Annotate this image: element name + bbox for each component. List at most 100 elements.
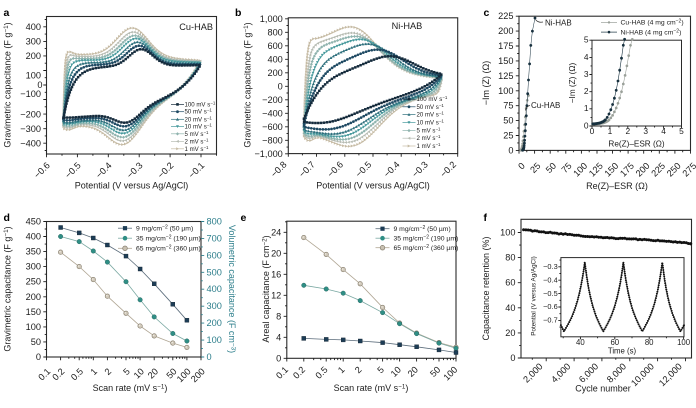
- svg-text:175: 175: [498, 41, 513, 51]
- svg-text:Ni-HAB: Ni-HAB: [545, 19, 572, 28]
- svg-text:−200: −200: [20, 109, 41, 119]
- svg-text:300: 300: [26, 262, 41, 272]
- svg-text:0: 0: [278, 82, 283, 92]
- svg-text:9 mg/cm−2 (50 µm): 9 mg/cm−2 (50 µm): [394, 225, 451, 233]
- svg-text:5: 5: [121, 366, 132, 377]
- svg-text:2 mV s−1: 2 mV s−1: [185, 137, 210, 145]
- svg-text:200: 200: [26, 51, 41, 61]
- svg-text:100: 100: [26, 322, 41, 332]
- svg-text:25: 25: [503, 131, 513, 141]
- svg-text:65 mg/cm−2 (360 µm): 65 mg/cm−2 (360 µm): [394, 244, 459, 252]
- svg-text:75: 75: [503, 101, 513, 111]
- svg-text:350: 350: [26, 247, 41, 257]
- svg-text:700: 700: [207, 233, 222, 243]
- svg-text:−Im (Z) (Ω): −Im (Z) (Ω): [481, 61, 491, 105]
- svg-text:500: 500: [207, 267, 222, 277]
- svg-text:100 mV s−1: 100 mV s−1: [185, 100, 216, 108]
- svg-text:2: 2: [625, 126, 630, 136]
- svg-text:1: 1: [584, 103, 589, 113]
- svg-text:2: 2: [584, 86, 589, 96]
- svg-text:16: 16: [271, 269, 281, 279]
- svg-text:800: 800: [267, 28, 282, 38]
- svg-text:Time (s): Time (s): [608, 347, 637, 356]
- svg-text:Re(Z)–ESR (Ω): Re(Z)–ESR (Ω): [586, 181, 648, 191]
- svg-text:−800: −800: [262, 136, 283, 146]
- svg-text:80: 80: [505, 253, 515, 263]
- svg-text:−100: −100: [20, 89, 41, 99]
- svg-text:400: 400: [267, 55, 282, 65]
- svg-text:4: 4: [584, 52, 589, 62]
- svg-text:−200: −200: [262, 95, 283, 105]
- svg-text:100: 100: [677, 338, 691, 347]
- svg-text:5: 5: [584, 35, 589, 45]
- svg-text:Cycle number: Cycle number: [575, 384, 631, 394]
- svg-text:−0.7: −0.7: [543, 316, 558, 325]
- svg-text:9 mg/cm−2 (50 µm): 9 mg/cm−2 (50 µm): [136, 224, 193, 232]
- svg-text:5: 5: [679, 126, 684, 136]
- svg-text:20: 20: [505, 328, 515, 338]
- svg-text:300: 300: [207, 301, 222, 311]
- svg-text:10 mV s−1: 10 mV s−1: [417, 119, 445, 127]
- svg-text:40: 40: [576, 338, 585, 347]
- svg-text:200: 200: [267, 68, 282, 78]
- svg-text:225: 225: [498, 11, 513, 21]
- svg-text:Re(Z)–ESR (Ω): Re(Z)–ESR (Ω): [608, 140, 664, 149]
- svg-text:0: 0: [516, 161, 527, 172]
- svg-text:Gravimetric capacitance (F g−1: Gravimetric capacitance (F g−1): [3, 226, 13, 351]
- svg-text:2: 2: [103, 366, 114, 377]
- svg-text:125: 125: [498, 71, 513, 81]
- svg-text:800: 800: [207, 217, 222, 227]
- svg-text:40: 40: [505, 303, 515, 313]
- svg-text:−0.4: −0.4: [543, 275, 558, 284]
- svg-text:1: 1: [89, 366, 100, 377]
- svg-text:3: 3: [643, 126, 648, 136]
- svg-text:35 mg/cm−2 (190 µm): 35 mg/cm−2 (190 µm): [394, 234, 459, 242]
- svg-text:Scan rate (mV s−1): Scan rate (mV s−1): [334, 383, 409, 393]
- svg-text:−0.6: −0.6: [543, 302, 558, 311]
- svg-text:300: 300: [26, 37, 41, 47]
- svg-text:200: 200: [207, 318, 222, 328]
- svg-text:c: c: [484, 7, 490, 19]
- svg-text:e: e: [241, 212, 247, 224]
- svg-text:0: 0: [36, 352, 41, 362]
- svg-text:8: 8: [276, 311, 281, 321]
- svg-text:450: 450: [26, 217, 41, 227]
- svg-text:60: 60: [505, 278, 515, 288]
- svg-text:600: 600: [207, 250, 222, 260]
- svg-text:150: 150: [498, 56, 513, 66]
- svg-text:Cu-HAB (4 mg cm−2): Cu-HAB (4 mg cm−2): [621, 19, 684, 27]
- svg-text:400: 400: [207, 284, 222, 294]
- svg-text:400: 400: [26, 232, 41, 242]
- svg-text:b: b: [235, 7, 241, 19]
- svg-text:5 mV s−1: 5 mV s−1: [417, 127, 442, 135]
- svg-text:250: 250: [26, 277, 41, 287]
- svg-text:1: 1: [608, 126, 613, 136]
- svg-text:Ni-HAB (4 mg cm−2): Ni-HAB (4 mg cm−2): [621, 28, 682, 36]
- svg-text:1 mV s−1: 1 mV s−1: [417, 142, 442, 150]
- svg-text:a: a: [4, 7, 10, 19]
- svg-text:2: 2: [353, 365, 364, 376]
- svg-text:Volumetric capacitance (F cm−3: Volumetric capacitance (F cm−3): [227, 225, 237, 353]
- svg-text:Ni-HAB: Ni-HAB: [392, 21, 423, 31]
- svg-text:100: 100: [500, 228, 515, 238]
- svg-text:−1,000: −1,000: [254, 149, 282, 159]
- svg-text:50: 50: [503, 116, 513, 126]
- svg-text:5 mV s−1: 5 mV s−1: [185, 130, 210, 138]
- svg-text:−0.3: −0.3: [543, 262, 558, 271]
- svg-text:2 mV s−1: 2 mV s−1: [417, 134, 442, 142]
- svg-text:20: 20: [271, 248, 281, 258]
- svg-text:−400: −400: [262, 109, 283, 119]
- svg-text:f: f: [484, 212, 488, 224]
- svg-text:Gravimetric capacitance (F g−1: Gravimetric capacitance (F g−1): [243, 22, 253, 147]
- svg-text:d: d: [4, 212, 10, 224]
- svg-text:200: 200: [498, 26, 513, 36]
- svg-text:1,000: 1,000: [260, 14, 283, 24]
- svg-text:100: 100: [498, 86, 513, 96]
- svg-text:4: 4: [661, 126, 666, 136]
- svg-text:0: 0: [584, 120, 589, 130]
- svg-text:Scan rate (mV s−1): Scan rate (mV s−1): [93, 383, 168, 393]
- svg-text:1 mV s−1: 1 mV s−1: [185, 145, 210, 153]
- svg-text:200: 200: [26, 292, 41, 302]
- svg-text:35 mg/cm−2 (190 µm): 35 mg/cm−2 (190 µm): [136, 234, 201, 242]
- svg-text:−400: −400: [20, 138, 41, 148]
